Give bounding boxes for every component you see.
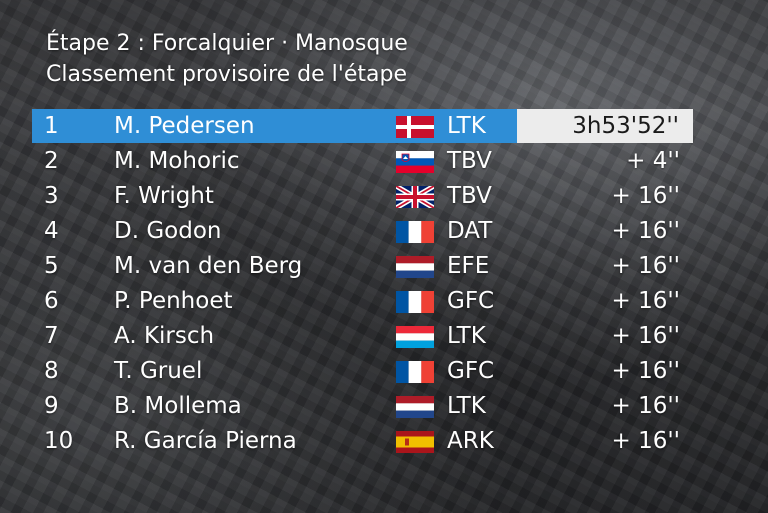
standings-row: 5 M. van den Berg EFE + 16'' — [32, 249, 693, 284]
team-code: ARK — [447, 428, 494, 454]
time-gap: + 16'' — [611, 218, 681, 244]
france-flag-icon — [396, 361, 434, 383]
standings-row: 9 B. Mollema LTK + 16'' — [32, 389, 693, 424]
time-gap: + 4'' — [626, 148, 680, 174]
rank: 1 — [44, 113, 59, 139]
spain-flag-icon — [396, 431, 434, 453]
winner-time: 3h53'52'' — [517, 109, 693, 143]
denmark-flag-icon — [396, 116, 434, 138]
team-code: GFC — [447, 288, 495, 314]
time-gap: + 16'' — [611, 288, 681, 314]
team-code: LTK — [447, 113, 486, 139]
rider-name: M. Pedersen — [114, 113, 255, 139]
time-gap: + 16'' — [611, 323, 681, 349]
time-gap: + 16'' — [611, 428, 681, 454]
team-code: LTK — [447, 393, 486, 419]
rank: 7 — [44, 323, 59, 349]
team-code: DAT — [447, 218, 493, 244]
luxembourg-flag-icon — [396, 326, 434, 348]
time-gap: + 16'' — [611, 358, 681, 384]
rank: 10 — [44, 428, 74, 454]
standings-subtitle: Classement provisoire de l'étape — [46, 62, 407, 87]
netherlands-flag-icon — [396, 256, 434, 278]
france-flag-icon — [396, 291, 434, 313]
rider-name: F. Wright — [114, 183, 214, 209]
rank: 8 — [44, 358, 59, 384]
rider-name: T. Gruel — [114, 358, 203, 384]
team-code: TBV — [447, 183, 492, 209]
team-code: EFE — [447, 253, 490, 279]
rank: 9 — [44, 393, 59, 419]
team-code: TBV — [447, 148, 492, 174]
time-gap: + 16'' — [611, 393, 681, 419]
uk-flag-icon — [396, 186, 434, 208]
rider-name: A. Kirsch — [114, 323, 215, 349]
team-code: LTK — [447, 323, 486, 349]
standings-row: 8 T. Gruel GFC + 16'' — [32, 354, 693, 389]
standings-row: 6 P. Penhoet GFC + 16'' — [32, 284, 693, 319]
standings-row: 3 F. Wright TBV + 16'' — [32, 179, 693, 214]
rank: 6 — [44, 288, 59, 314]
netherlands-flag-icon — [396, 396, 434, 418]
standings-table: 1 M. Pedersen LTK 3h53'52'' 2 M. Mohoric… — [32, 109, 693, 459]
standings-row: 2 M. Mohoric TBV + 4'' — [32, 144, 693, 179]
slovenia-flag-icon — [396, 151, 434, 173]
standings-row: 7 A. Kirsch LTK + 16'' — [32, 319, 693, 354]
rank: 5 — [44, 253, 59, 279]
rider-name: M. Mohoric — [114, 148, 240, 174]
rider-name: P. Penhoet — [114, 288, 233, 314]
rank: 3 — [44, 183, 59, 209]
france-flag-icon — [396, 221, 434, 243]
stage-title: Étape 2 : Forcalquier · Manosque — [46, 31, 408, 56]
rider-name: D. Godon — [114, 218, 222, 244]
time-gap: + 16'' — [611, 253, 681, 279]
rank: 4 — [44, 218, 59, 244]
standings-row: 10 R. García Pierna ARK + 16'' — [32, 424, 693, 459]
team-code: GFC — [447, 358, 495, 384]
standings-header: Étape 2 : Forcalquier · Manosque Classem… — [46, 28, 408, 90]
rank: 2 — [44, 148, 59, 174]
rider-name: R. García Pierna — [114, 428, 297, 454]
standings-row: 4 D. Godon DAT + 16'' — [32, 214, 693, 249]
rider-name: B. Mollema — [114, 393, 242, 419]
rider-name: M. van den Berg — [114, 253, 303, 279]
time-gap: + 16'' — [611, 183, 681, 209]
standings-row-leader: 1 M. Pedersen LTK 3h53'52'' — [32, 109, 693, 143]
